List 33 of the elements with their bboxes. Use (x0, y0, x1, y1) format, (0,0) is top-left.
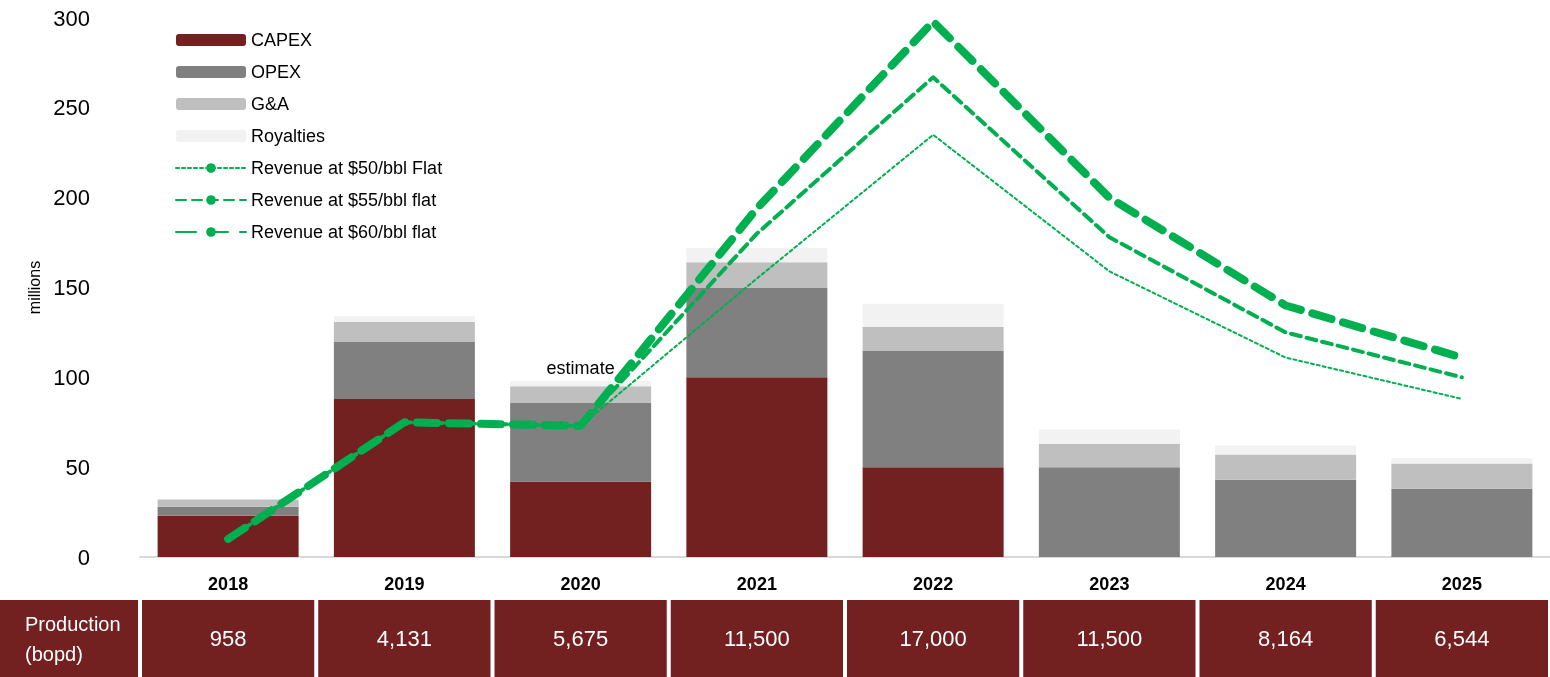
x-tick-label: 2022 (913, 574, 954, 594)
text: 8,164 (1258, 626, 1314, 651)
text: 6,544 (1434, 626, 1490, 651)
text: 17,000 (899, 626, 967, 651)
y-axis-title: millions (25, 260, 43, 315)
x-tick-label: 2021 (736, 574, 777, 594)
y-tick-label: 300 (53, 5, 90, 31)
x-tick-label: 2023 (1089, 574, 1130, 594)
text: 11,500 (1076, 626, 1143, 651)
x-tick-label: 2019 (384, 574, 425, 594)
legend-label: CAPEX (251, 30, 313, 50)
x-tick-label: 2020 (560, 574, 601, 594)
text: 11,500 (724, 626, 790, 651)
y-tick-label: 100 (53, 364, 90, 390)
text: 4,131 (376, 626, 432, 651)
legend-label: Revenue at $60/bbl flat (251, 222, 437, 242)
annotation: estimate (546, 357, 615, 378)
y-tick-label: 250 (53, 95, 90, 121)
x-tick-label: 2024 (1265, 574, 1306, 594)
legend-label: OPEX (251, 62, 302, 82)
legend-label: Revenue at $50/bbl Flat (251, 158, 443, 178)
text: 5,675 (553, 626, 609, 651)
text: 958 (209, 626, 247, 651)
legend-label: Royalties (251, 126, 326, 146)
x-tick-label: 2018 (208, 574, 249, 594)
legend-label: G&A (251, 94, 290, 114)
y-tick-label: 50 (65, 454, 90, 480)
y-tick-label: 200 (53, 185, 90, 211)
y-tick-label: 0 (77, 544, 90, 570)
y-tick-label: 150 (53, 275, 90, 300)
legend-label: Revenue at $55/bbl flat (251, 190, 437, 210)
text: Production (bopd) (25, 612, 121, 665)
x-tick-label: 2025 (1441, 574, 1482, 594)
